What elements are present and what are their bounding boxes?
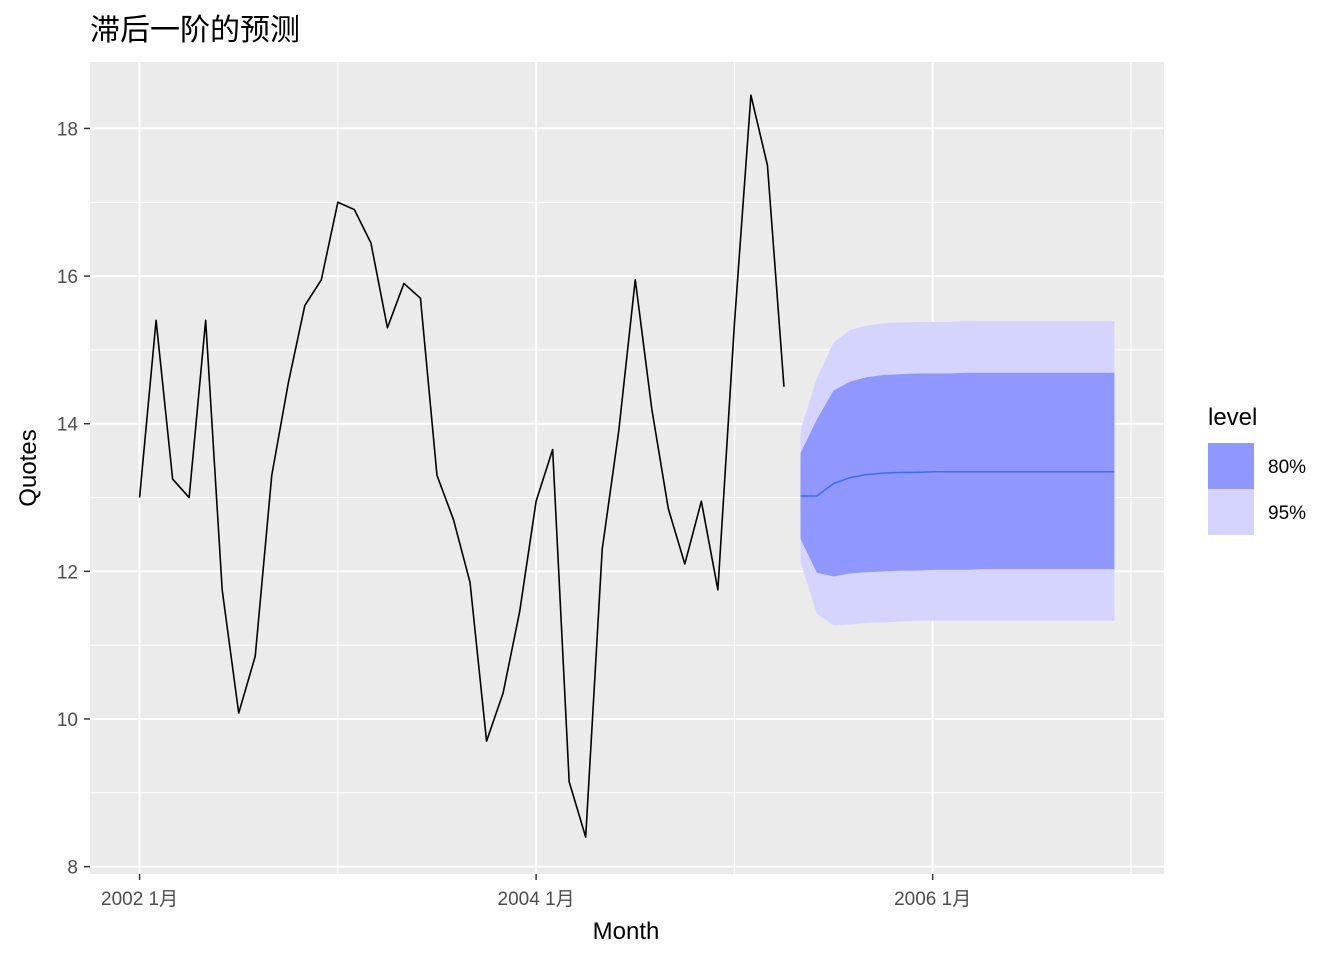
observed-series-line	[138, 94, 785, 838]
legend-key-95	[1208, 489, 1254, 535]
chart-title: 滞后一阶的预测	[90, 13, 300, 48]
legend-label: 80%	[1268, 457, 1306, 478]
legend-title: level	[1208, 404, 1257, 431]
x-axis-title: Month	[593, 918, 660, 945]
y-tick-label: 18	[57, 119, 78, 140]
y-tick-label: 8	[67, 858, 78, 879]
y-tick-label: 12	[57, 562, 78, 583]
y-axis: 8 10 12 14 16 18	[57, 119, 90, 879]
band-80	[800, 372, 1115, 577]
x-axis: 2002 1月 2004 1月 2006 1月	[101, 874, 971, 910]
forecast-mean	[800, 470, 1115, 497]
x-tick-label: 2002 1月	[101, 889, 178, 910]
y-axis-title: Quotes	[15, 429, 42, 506]
y-tick-label: 16	[57, 267, 78, 288]
observed-line	[138, 94, 785, 838]
legend-items: 80% 95%	[1208, 443, 1306, 535]
x-tick-label: 2006 1月	[894, 889, 971, 910]
band-80-area	[800, 372, 1115, 577]
x-tick-label: 2004 1月	[498, 889, 575, 910]
legend-label: 95%	[1268, 503, 1306, 524]
legend: level 80% 95%	[1208, 404, 1306, 535]
forecast-mean-line	[800, 470, 1115, 497]
legend-key-80	[1208, 443, 1254, 489]
y-tick-label: 14	[57, 415, 79, 436]
y-tick-label: 10	[57, 710, 78, 731]
